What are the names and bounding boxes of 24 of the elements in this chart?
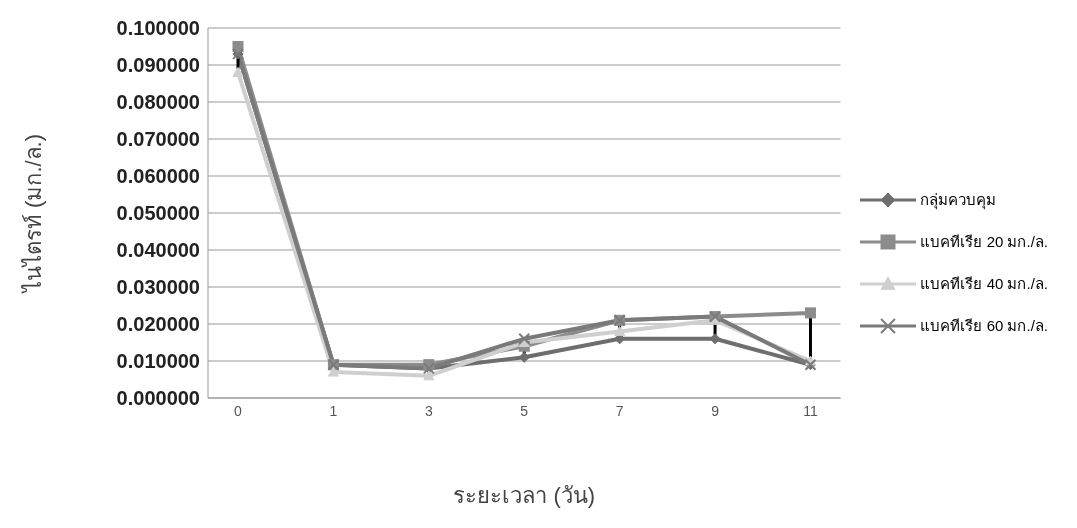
x-tick-label: 3	[424, 402, 433, 419]
x-tick-label: 7	[615, 402, 624, 419]
x-axis-title: ระยะเวลา (วัน)	[453, 483, 596, 508]
y-tick-label: 0.100000	[116, 17, 200, 40]
y-tick-label: 0.080000	[116, 91, 200, 114]
legend-label: กลุ่มควบคุม	[920, 190, 997, 212]
x-tick-label: 1	[329, 402, 338, 419]
y-tick-label: 0.040000	[116, 239, 200, 262]
y-tick-label: 0.070000	[116, 128, 200, 151]
legend-label: แบคทีเรีย 20 มก./ล.	[920, 232, 1048, 252]
y-axis-title: ไนไตรท์ (มก./ล.)	[20, 133, 46, 295]
y-tick-label: 0.000000	[116, 387, 200, 410]
legend-label: แบคทีเรีย 60 มก./ล.	[920, 316, 1048, 336]
x-tick-label: 9	[711, 402, 720, 419]
y-tick-label: 0.020000	[116, 313, 200, 336]
y-tick-label: 0.010000	[116, 350, 200, 373]
y-tick-label: 0.050000	[116, 202, 200, 225]
y-tick-label: 0.090000	[116, 54, 200, 77]
x-tick-label: 0	[234, 402, 243, 419]
x-tick-label: 5	[520, 402, 529, 419]
x-tick-label: 11	[803, 402, 818, 419]
y-tick-label: 0.030000	[116, 276, 200, 299]
legend-label: แบคทีเรีย 40 มก./ล.	[920, 274, 1048, 294]
y-tick-label: 0.060000	[116, 165, 200, 188]
